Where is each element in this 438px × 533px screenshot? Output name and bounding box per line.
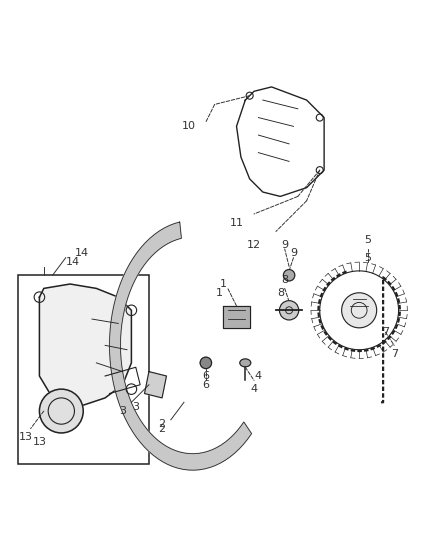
Text: 7: 7 — [391, 349, 398, 359]
Text: 4: 4 — [255, 371, 262, 381]
Text: 1: 1 — [215, 288, 223, 298]
Text: 14: 14 — [74, 248, 88, 259]
Circle shape — [342, 293, 377, 328]
Text: 3: 3 — [132, 402, 139, 411]
Text: 7: 7 — [382, 327, 389, 337]
Polygon shape — [223, 306, 250, 328]
Text: 3: 3 — [119, 406, 126, 416]
Polygon shape — [39, 284, 131, 407]
Text: 13: 13 — [19, 432, 33, 442]
Ellipse shape — [39, 389, 83, 433]
Text: 9: 9 — [281, 240, 288, 249]
Text: 8: 8 — [277, 288, 284, 298]
Text: 8: 8 — [281, 274, 288, 285]
Text: 11: 11 — [230, 217, 244, 228]
Text: 5: 5 — [364, 235, 371, 245]
Text: 2: 2 — [159, 424, 166, 433]
Text: 6: 6 — [202, 379, 209, 390]
Text: 9: 9 — [290, 248, 297, 259]
Circle shape — [200, 357, 212, 368]
Circle shape — [283, 270, 295, 281]
Text: 13: 13 — [32, 437, 46, 447]
Text: 1: 1 — [220, 279, 227, 289]
Text: 10: 10 — [181, 122, 195, 131]
Text: 4: 4 — [251, 384, 258, 394]
Text: 2: 2 — [159, 419, 166, 429]
Bar — [18, 275, 149, 464]
Text: 5: 5 — [364, 253, 371, 263]
Text: 14: 14 — [66, 257, 80, 267]
Text: 6: 6 — [202, 371, 209, 381]
Polygon shape — [145, 372, 166, 398]
Circle shape — [279, 301, 299, 320]
Text: 12: 12 — [247, 240, 261, 249]
Polygon shape — [110, 222, 251, 470]
Ellipse shape — [240, 359, 251, 367]
